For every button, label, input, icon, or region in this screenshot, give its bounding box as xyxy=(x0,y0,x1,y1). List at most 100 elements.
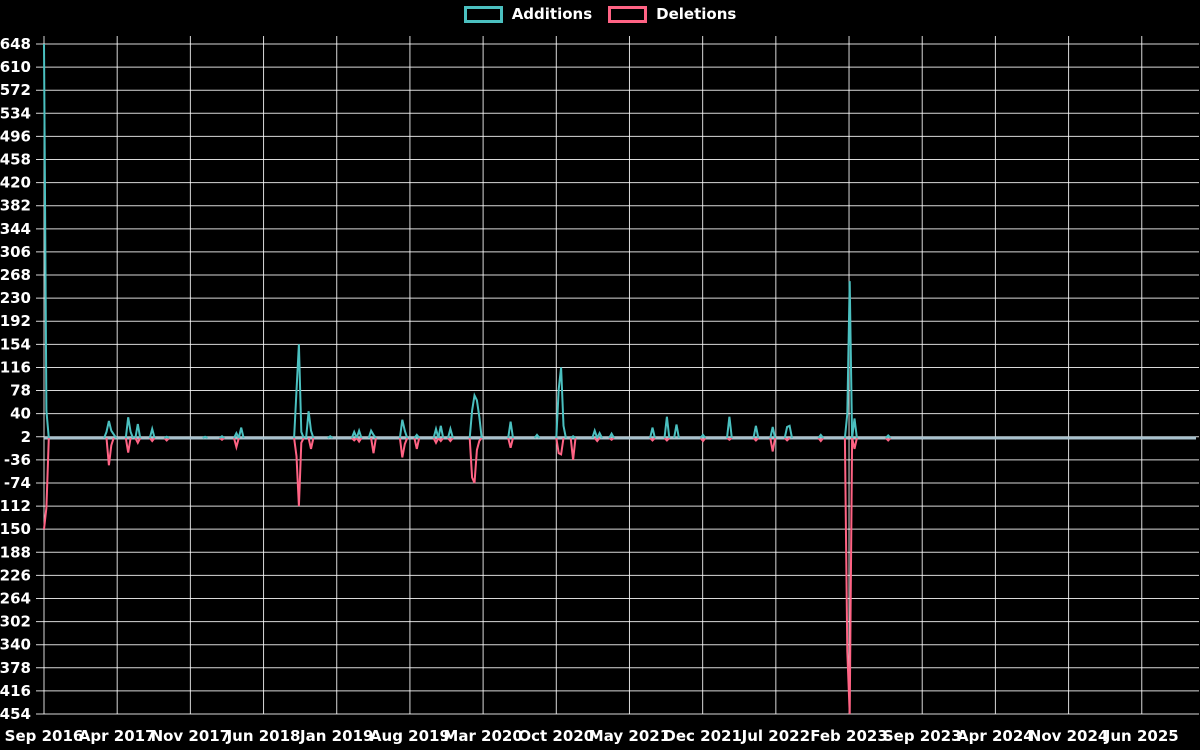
axis-tick-label: 154 xyxy=(0,335,31,353)
axis-tick-label: Sep 2023 xyxy=(883,727,962,745)
additions-series-line xyxy=(507,421,514,439)
additions-series-line xyxy=(134,423,142,439)
axis-tick-label: -378 xyxy=(0,659,31,677)
additions-series-line xyxy=(202,435,208,439)
deletions-series-line xyxy=(124,437,132,453)
additions-series-line xyxy=(233,430,240,439)
additions-series-line xyxy=(327,434,334,439)
axis-tick-label: 572 xyxy=(0,81,31,99)
additions-series-line xyxy=(649,427,656,439)
axis-tick-label: 534 xyxy=(0,104,31,122)
additions-series-line xyxy=(398,419,409,439)
additions-series-line xyxy=(752,425,760,439)
deletions-series-line xyxy=(149,437,156,443)
axis-tick-label: Jan 2019 xyxy=(299,727,373,745)
additions-series-line xyxy=(355,427,363,439)
deletions-series-line xyxy=(699,437,707,443)
deletions-series-line xyxy=(355,437,363,444)
axis-tick-label: -416 xyxy=(0,682,31,700)
additions-series-line xyxy=(103,420,118,439)
deletions-series-line xyxy=(726,437,733,442)
deletions-series-line xyxy=(752,437,760,442)
axis-tick-label: Feb 2023 xyxy=(810,727,888,745)
additions-series-line xyxy=(885,434,892,439)
additions-series-line xyxy=(663,416,671,439)
axis-tick-label: -36 xyxy=(4,451,31,469)
deletions-series-line xyxy=(398,437,409,458)
legend-item-additions[interactable]: Additions xyxy=(463,6,592,23)
additions-series-line xyxy=(783,424,793,439)
additions-series-line xyxy=(432,424,440,439)
axis-tick-label: Aug 2019 xyxy=(370,727,450,745)
axis-tick-label: Sep 2016 xyxy=(5,727,84,745)
additions-series-line xyxy=(726,416,733,439)
additions-series-line xyxy=(570,434,577,439)
axis-tick-label: Nov 2024 xyxy=(1029,727,1109,745)
axis-tick-label: 648 xyxy=(0,35,31,53)
axis-tick-label: 306 xyxy=(0,243,31,261)
axis-tick-label: -340 xyxy=(0,636,31,654)
additions-series-line xyxy=(293,344,305,439)
deletions-series-line xyxy=(507,437,514,448)
additions-series-line xyxy=(533,433,541,439)
axis-tick-label: -264 xyxy=(0,589,31,607)
additions-series-line xyxy=(350,429,358,439)
axis-tick-label: Mar 2020 xyxy=(443,727,522,745)
additions-series-line xyxy=(555,367,567,439)
deletions-series-line xyxy=(851,437,858,450)
additions-series-line xyxy=(43,43,50,439)
axis-tick-label: -226 xyxy=(0,566,31,584)
additions-swatch-icon xyxy=(463,6,503,23)
additions-series-line xyxy=(608,431,615,439)
additions-series-line xyxy=(596,430,603,439)
axis-tick-label: 40 xyxy=(10,405,31,423)
deletions-series-line xyxy=(351,437,358,442)
axis-tick-label: 610 xyxy=(0,58,31,76)
additions-series-line xyxy=(851,418,858,439)
deletions-series-line xyxy=(783,437,791,442)
axis-tick-label: 2 xyxy=(21,428,31,446)
axis-tick-label: 268 xyxy=(0,266,31,284)
axis-tick-label: 78 xyxy=(10,382,31,400)
additions-series-line xyxy=(367,428,377,439)
axis-tick-label: -74 xyxy=(4,474,31,492)
axis-tick-label: 230 xyxy=(0,289,31,307)
axis-tick-label: -112 xyxy=(0,497,31,515)
axis-tick-label: May 2021 xyxy=(589,727,670,745)
additions-series-line xyxy=(305,411,315,439)
deletions-series-line xyxy=(447,437,454,443)
axis-tick-label: 420 xyxy=(0,174,31,192)
axis-tick-label: Oct 2020 xyxy=(518,727,594,745)
deletions-series-line xyxy=(413,437,421,450)
deletions-series-line xyxy=(307,437,315,450)
additions-series-line xyxy=(769,426,777,439)
deletions-series-line xyxy=(437,437,444,443)
legend-item-deletions[interactable]: Deletions xyxy=(608,6,736,23)
deletions-series-line xyxy=(555,437,565,456)
legend-label-deletions: Deletions xyxy=(656,5,737,23)
deletions-series-line xyxy=(233,437,240,452)
chart-legend: Additions Deletions xyxy=(0,6,1200,23)
deletions-series-line xyxy=(43,437,50,530)
axis-tick-label: -150 xyxy=(0,520,31,538)
deletions-series-line xyxy=(569,437,577,461)
additions-series-line xyxy=(447,425,454,439)
axis-tick-label: Apr 2024 xyxy=(957,727,1034,745)
axis-tick-label: Jul 2022 xyxy=(741,727,810,745)
axis-tick-label: 344 xyxy=(0,220,31,238)
axis-tick-label: 192 xyxy=(0,312,31,330)
deletions-series-line xyxy=(163,437,170,442)
additions-series-line xyxy=(843,281,854,439)
additions-series-line xyxy=(673,424,680,439)
deletions-series-line xyxy=(593,437,601,443)
additions-series-line xyxy=(413,433,420,439)
additions-series-line xyxy=(591,427,599,439)
axis-tick-label: -302 xyxy=(0,613,31,631)
deletions-swatch-icon xyxy=(608,6,648,23)
deletions-series-line xyxy=(817,437,824,443)
axis-tick-label: Apr 2017 xyxy=(79,727,156,745)
axis-tick-label: Dec 2021 xyxy=(663,727,742,745)
deletions-series-line xyxy=(468,437,483,484)
additions-series-line xyxy=(219,434,225,439)
